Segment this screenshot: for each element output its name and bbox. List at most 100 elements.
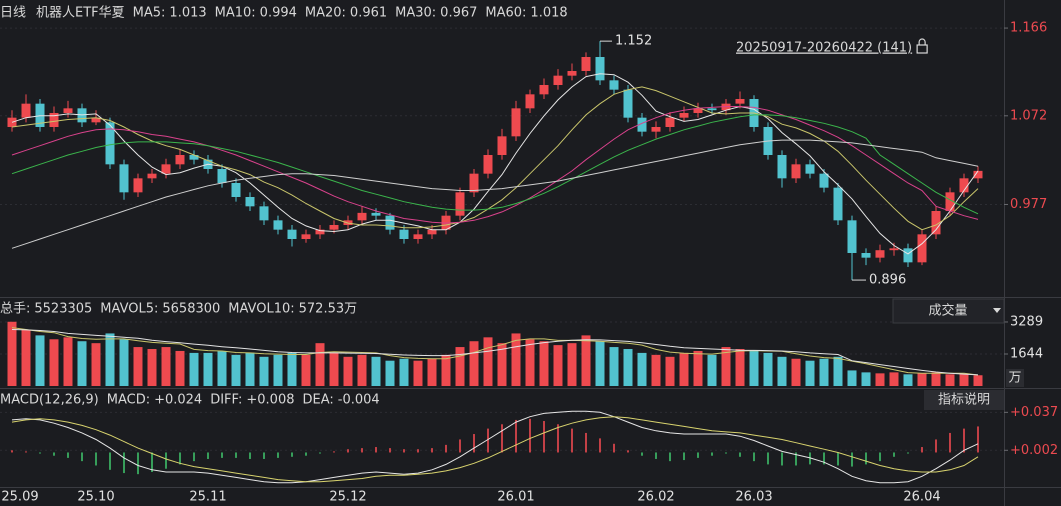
- legend-value: 0.961: [350, 6, 387, 21]
- volume-bar: [567, 343, 577, 386]
- volume-bar: [861, 372, 871, 386]
- volume-bar: [287, 352, 297, 386]
- volume-bar: [497, 343, 507, 386]
- candle-body: [273, 220, 283, 230]
- volume-bar: [147, 349, 157, 386]
- volume-bar: [581, 335, 591, 386]
- x-tick-label: 26.01: [497, 490, 534, 505]
- help-button[interactable]: [924, 390, 1004, 410]
- volume-bar: [973, 375, 983, 386]
- candle-body: [427, 229, 437, 235]
- legend-value: 1.018: [530, 6, 567, 21]
- volume-bar: [273, 354, 283, 386]
- candle-body: [903, 248, 913, 263]
- candle-body: [875, 250, 885, 258]
- unit-box: [1006, 369, 1024, 387]
- candle-body: [329, 225, 339, 230]
- volume-bar: [889, 372, 899, 386]
- indicator-selector[interactable]: [892, 298, 1005, 324]
- candle-body: [511, 108, 521, 137]
- legend-name: MAVOL5:: [100, 302, 158, 317]
- volume-bar: [917, 373, 927, 386]
- candle-body: [469, 173, 479, 193]
- candle-body: [917, 234, 927, 263]
- candle-body: [161, 164, 171, 174]
- candle-body: [595, 57, 605, 81]
- candle-body: [231, 183, 241, 197]
- x-tick-label: 25.10: [77, 490, 114, 505]
- candle-body: [567, 71, 577, 76]
- volume-bar: [749, 350, 759, 386]
- legend-name: MA30:: [395, 6, 436, 21]
- volume-value: 5523305: [34, 302, 92, 317]
- volume-bar: [385, 360, 395, 386]
- candle-body: [119, 164, 129, 193]
- volume-bar: [119, 339, 129, 386]
- candle-body: [651, 127, 661, 132]
- candle-body: [413, 234, 423, 239]
- volume-bar: [623, 349, 633, 386]
- legend-value: 0.994: [260, 6, 297, 21]
- volume-bar: [469, 341, 479, 386]
- volume-bar: [245, 352, 255, 386]
- candle-body: [259, 206, 269, 221]
- y-tick-label: +0.037: [1010, 405, 1058, 420]
- legend-name: MA10:: [215, 6, 256, 21]
- volume-bar: [259, 356, 269, 386]
- volume-bar: [133, 347, 143, 386]
- volume-bar: [777, 356, 787, 386]
- ma-line: [11, 86, 979, 231]
- candle-body: [735, 99, 745, 104]
- range-label: 20250917-20260422 (141): [736, 41, 912, 56]
- legend-value: +0.008: [246, 393, 294, 408]
- candle-body: [679, 113, 689, 118]
- candle-body: [455, 192, 465, 216]
- help-button-label[interactable]: 指标说明: [938, 393, 990, 408]
- y-tick-label: 1.166: [1010, 21, 1047, 36]
- candle-body: [889, 248, 899, 251]
- candle-body: [945, 192, 955, 211]
- legend-value: -0.004: [338, 393, 380, 408]
- volume-bar: [959, 373, 969, 386]
- x-tick-label: 26.02: [637, 490, 674, 505]
- volume-bar: [707, 354, 717, 386]
- volume-bar: [805, 360, 815, 386]
- volume-bar: [189, 352, 199, 386]
- candle-body: [245, 197, 255, 207]
- ma-line: [11, 139, 979, 249]
- legend-value: 5658300: [162, 302, 220, 317]
- volume-bar: [203, 352, 213, 386]
- volume-bar: [609, 347, 619, 386]
- selector-label[interactable]: 成交量: [928, 303, 967, 319]
- candle-body: [539, 85, 549, 95]
- instrument-name: 机器人ETF华夏: [36, 6, 125, 21]
- candle-body: [399, 229, 409, 239]
- volume-bar: [63, 337, 73, 386]
- candle-body: [175, 155, 185, 165]
- lock-icon: [916, 38, 928, 54]
- volume-title: 总手:: [0, 302, 30, 317]
- volume-bar: [875, 373, 885, 386]
- volume-bar: [427, 358, 437, 386]
- candle-body: [63, 108, 73, 113]
- volume-bar: [217, 350, 227, 386]
- legend-value: 0.967: [440, 6, 477, 21]
- legend-value: 1.013: [169, 6, 206, 21]
- volume-bar: [91, 343, 101, 386]
- volume-bar: [553, 345, 563, 386]
- volume-bar: [595, 341, 605, 386]
- legend-name: MA60:: [485, 6, 526, 21]
- candle-body: [805, 164, 815, 174]
- volume-bar: [343, 356, 353, 386]
- candle-body: [847, 220, 857, 253]
- volume-bar: [77, 341, 87, 386]
- candle-body: [385, 215, 395, 230]
- y-tick-label: 0.977: [1010, 197, 1047, 212]
- volume-bar: [161, 347, 171, 386]
- y-tick-label: 1644: [1010, 346, 1043, 361]
- chart-title: 日线: [0, 6, 26, 21]
- volume-bar: [539, 341, 549, 386]
- ma-line: [11, 73, 979, 255]
